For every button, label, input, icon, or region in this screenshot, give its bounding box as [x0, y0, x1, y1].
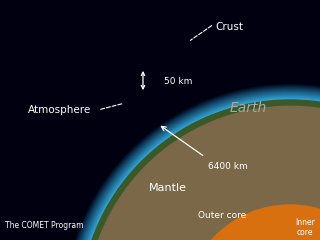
Circle shape [74, 94, 320, 240]
Circle shape [66, 86, 320, 240]
Text: Crust: Crust [215, 22, 243, 32]
Circle shape [74, 94, 320, 240]
Circle shape [75, 95, 320, 240]
Circle shape [77, 97, 320, 240]
Text: The COMET Program: The COMET Program [5, 221, 84, 230]
Text: Inner
core: Inner core [295, 218, 315, 237]
Circle shape [68, 88, 320, 240]
Text: 50 km: 50 km [164, 78, 192, 86]
Text: Atmosphere: Atmosphere [28, 105, 91, 115]
Circle shape [66, 86, 320, 240]
Circle shape [76, 96, 320, 240]
Circle shape [65, 85, 320, 240]
Text: Outer core: Outer core [198, 210, 246, 220]
Circle shape [185, 205, 320, 240]
Circle shape [73, 93, 320, 240]
Text: Mantle: Mantle [149, 183, 187, 193]
Circle shape [86, 106, 320, 240]
Circle shape [79, 99, 320, 240]
Circle shape [78, 99, 320, 240]
Text: Earth: Earth [229, 101, 267, 115]
Circle shape [69, 89, 320, 240]
Circle shape [80, 100, 320, 240]
Circle shape [71, 91, 320, 240]
Circle shape [76, 96, 320, 240]
Circle shape [70, 90, 320, 240]
Circle shape [75, 95, 320, 240]
Circle shape [80, 100, 320, 240]
Circle shape [72, 92, 320, 240]
Circle shape [77, 97, 320, 240]
Circle shape [78, 98, 320, 240]
Circle shape [67, 87, 320, 240]
Circle shape [71, 90, 320, 240]
Circle shape [68, 87, 320, 240]
Circle shape [65, 85, 320, 240]
Circle shape [69, 90, 320, 240]
Circle shape [72, 92, 320, 240]
Circle shape [64, 84, 320, 240]
Circle shape [68, 89, 320, 240]
Circle shape [73, 93, 320, 240]
Text: 6400 km: 6400 km [208, 162, 248, 171]
